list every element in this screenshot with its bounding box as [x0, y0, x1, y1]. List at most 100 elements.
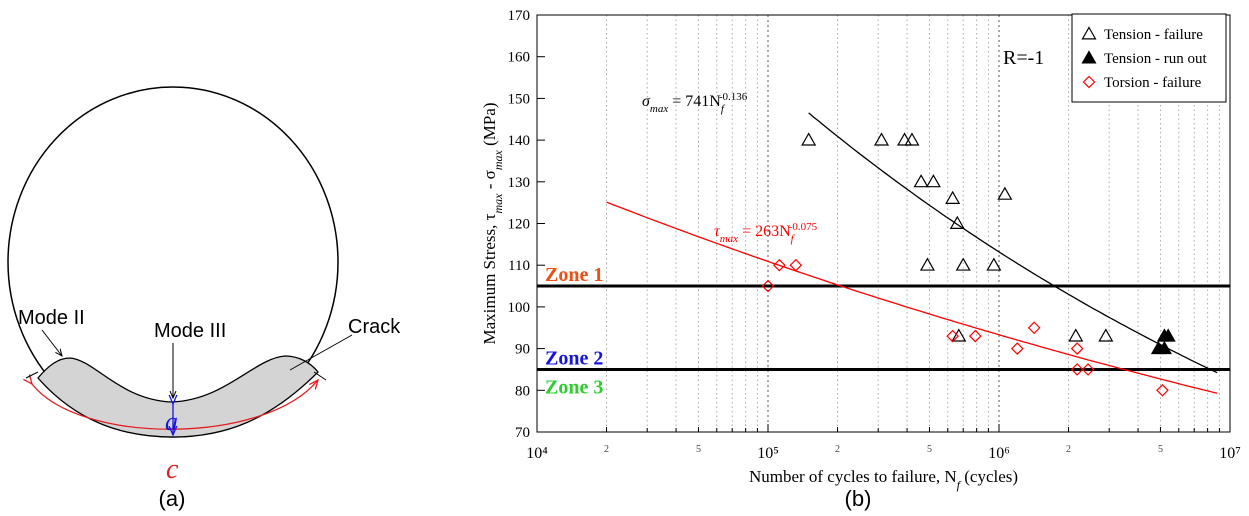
- axis-label: Number of cycles to failure, Nf (cycles): [749, 467, 1018, 492]
- axis-label-part: f: [957, 478, 962, 492]
- fit-var-sub: max: [650, 103, 668, 115]
- legend-label: Tension - run out: [1104, 51, 1208, 67]
- point: [789, 258, 803, 272]
- x-tick-label: 10⁷: [1219, 445, 1241, 462]
- panel-label: (a): [159, 486, 186, 511]
- point: [761, 279, 775, 293]
- y-tick-label: 80: [515, 383, 530, 399]
- fit-n: N: [779, 223, 791, 240]
- fit-coef: 741: [685, 93, 709, 110]
- fit-exp: -0.075: [789, 221, 818, 233]
- point: [873, 132, 890, 146]
- fit-curve: [606, 201, 1218, 394]
- legend: Tension - failure Tension - run out Torsio…: [1071, 13, 1227, 103]
- x-tick-label: 5: [1158, 444, 1163, 455]
- x-tick-label: 10⁴: [526, 445, 548, 462]
- legend-label: Torsion - failure: [1104, 75, 1202, 91]
- fit-var: τ: [714, 223, 721, 240]
- leader: [289, 334, 353, 371]
- fit-curve: [808, 112, 1218, 374]
- point: [773, 258, 786, 272]
- point: [1156, 383, 1169, 397]
- point: [1081, 363, 1095, 376]
- x-tick-label: 2: [604, 444, 609, 455]
- legend-marker: [1082, 75, 1096, 89]
- fit-coef: 263: [755, 223, 779, 240]
- point: [1027, 321, 1041, 335]
- length-arrow: [32, 380, 318, 430]
- fit-eq: =: [738, 223, 755, 240]
- x-tick-label: 10⁶: [988, 445, 1010, 462]
- point: [919, 257, 935, 271]
- axis-label: Maximum Stress, τmax - σmax (MPa): [480, 102, 505, 344]
- fit-label: τmax = 263Nf-0.075: [714, 221, 818, 245]
- x-tick-label: 2: [1066, 444, 1071, 455]
- point: [904, 132, 920, 146]
- x-tick-label: 2: [835, 444, 840, 455]
- label: Crack: [348, 316, 401, 338]
- point: [986, 257, 1002, 271]
- axis-label-part: (cycles): [960, 467, 1018, 486]
- y-tick-label: 120: [508, 217, 531, 233]
- label: c: [166, 454, 179, 485]
- point: [951, 328, 967, 342]
- point: [1070, 363, 1084, 376]
- axis-label-part: - σ: [480, 170, 499, 193]
- label: Mode III: [154, 320, 226, 342]
- legend-box: [1071, 13, 1227, 103]
- point: [1098, 328, 1114, 342]
- axis-label-part: Number of cycles to failure, N: [749, 467, 957, 486]
- y-tick-label: 100: [508, 300, 531, 316]
- plot-frame: [536, 14, 1231, 433]
- diagram: Mode II Mode III Crack a c (a): [7, 86, 401, 511]
- point: [1070, 342, 1084, 355]
- zone-label: Zone 2: [545, 347, 603, 369]
- fit-n: N: [709, 93, 721, 110]
- point: [1160, 328, 1176, 342]
- fit-n-sub: f: [721, 103, 726, 115]
- tick: [25, 371, 39, 379]
- point: [913, 174, 929, 188]
- point: [997, 186, 1013, 200]
- chart: (b) 10⁴ 2 5 10⁵ 2 5 10⁶ 2 5 10⁷ 70 80 90 100 110 120 130…: [480, 8, 1241, 511]
- axis-label-part: Maximum Stress, τ: [480, 213, 499, 344]
- fit-var: σ: [642, 93, 651, 110]
- legend-marker: [1081, 50, 1097, 64]
- x-tick-label: 10⁵: [757, 445, 779, 462]
- zone-label: Zone 1: [545, 264, 603, 286]
- x-tick-label: 5: [927, 444, 932, 455]
- fit-eq: =: [668, 93, 685, 110]
- point: [955, 257, 971, 271]
- legend-marker: [1081, 26, 1097, 40]
- y-tick-label: 90: [515, 342, 530, 358]
- point: [946, 329, 959, 343]
- tick: [313, 371, 327, 381]
- zone-label: Zone 3: [545, 376, 603, 398]
- label: a: [165, 407, 178, 436]
- point: [1156, 340, 1172, 355]
- legend-label: Tension - failure: [1104, 27, 1203, 43]
- point: [925, 174, 941, 188]
- y-tick-label: 150: [508, 91, 531, 107]
- fit-var-sub: max: [720, 233, 738, 245]
- point: [1068, 328, 1084, 342]
- point: [1010, 342, 1024, 355]
- axis-label-part: (MPa): [480, 102, 499, 150]
- label: Mode II: [18, 307, 85, 329]
- point: [949, 215, 965, 229]
- point: [897, 132, 913, 146]
- axis-label-part: max: [491, 193, 505, 214]
- axis-label-part: max: [491, 150, 505, 171]
- y-tick-label: 110: [508, 258, 530, 274]
- y-tick-label: 130: [508, 175, 531, 191]
- fit-exp: -0.136: [719, 91, 748, 103]
- y-tick-label: 70: [515, 425, 530, 441]
- y-tick-label: 160: [508, 50, 531, 66]
- annotation: R=-1: [1003, 47, 1044, 69]
- point: [969, 329, 982, 343]
- panel-label: (b): [845, 486, 872, 511]
- fit-label: σmax = 741Nf-0.136: [642, 91, 748, 115]
- fit-n-sub: f: [791, 233, 796, 245]
- point: [801, 132, 817, 146]
